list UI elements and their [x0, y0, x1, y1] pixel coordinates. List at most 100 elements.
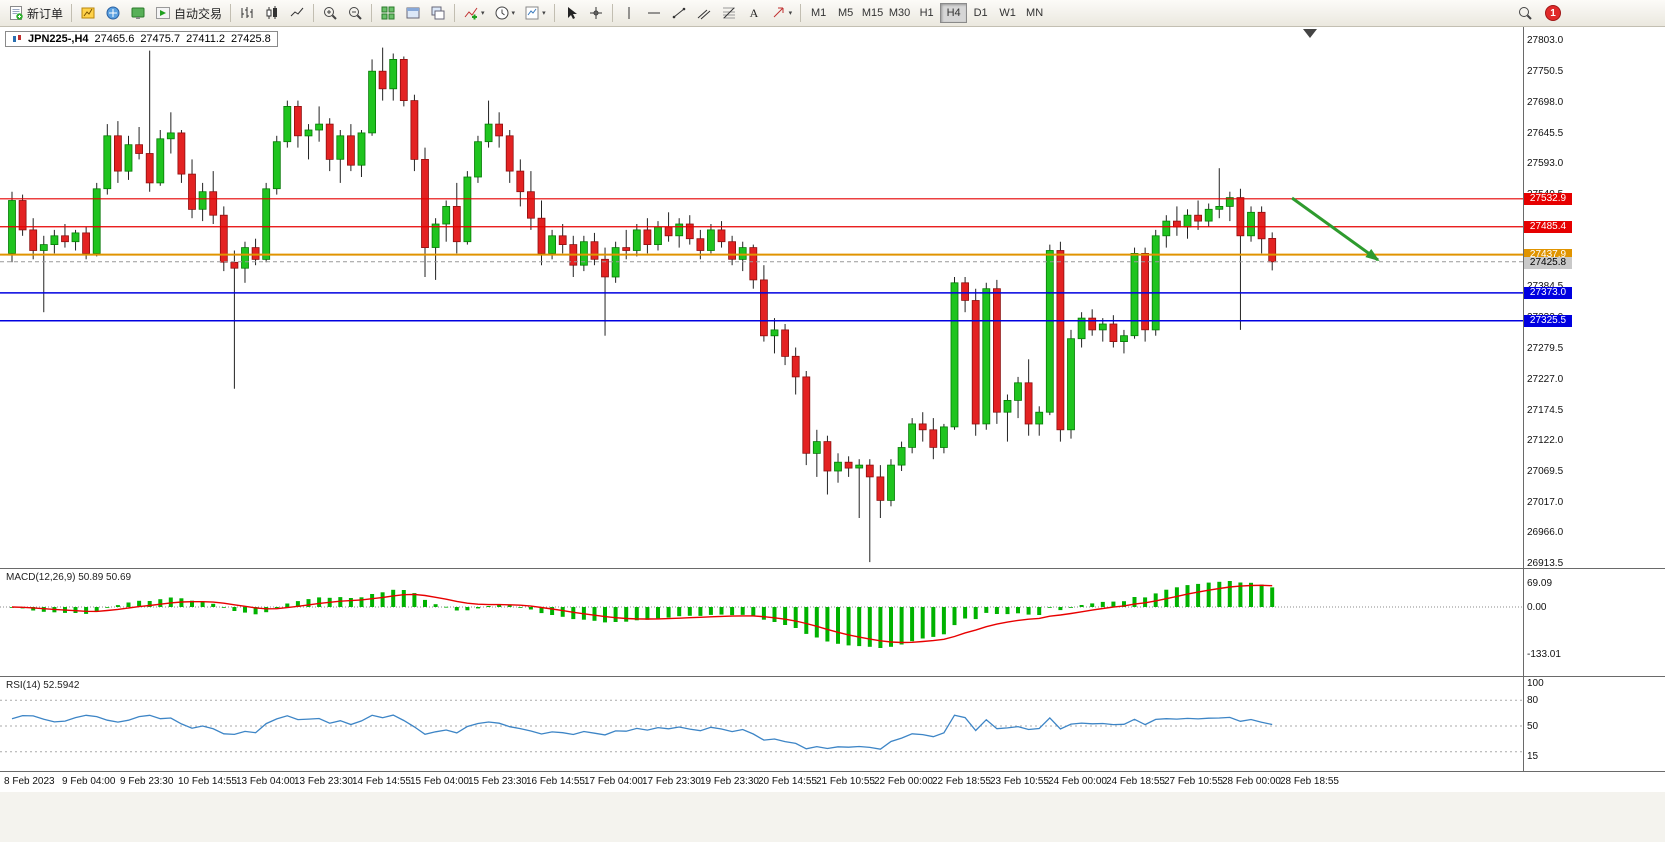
horizontal-line-button[interactable]	[642, 2, 666, 24]
time-axis-label: 27 Feb 10:55	[1164, 776, 1223, 787]
cascade-windows-button[interactable]	[426, 2, 450, 24]
fibonacci-button[interactable]	[717, 2, 741, 24]
time-axis-label: 13 Feb 23:30	[294, 776, 353, 787]
auto-trading-icon	[156, 7, 171, 19]
timeframe-W1[interactable]: W1	[999, 7, 1016, 19]
chevron-down-icon: ▾	[511, 10, 516, 17]
text-icon: A	[749, 6, 758, 20]
toolbar-separator	[230, 4, 232, 22]
ohlc-close: 27425.8	[231, 33, 271, 45]
indicators-button[interactable]: ▾	[459, 2, 489, 24]
cursor-icon	[567, 7, 577, 19]
zoom-out-button[interactable]	[343, 2, 367, 24]
timeframe-M30[interactable]: M30	[888, 7, 911, 19]
time-axis-label: 17 Feb 23:30	[642, 776, 701, 787]
time-axis-label: 22 Feb 18:55	[932, 776, 991, 787]
ohlc-low: 27411.2	[186, 33, 226, 45]
bar-chart-icon	[241, 7, 253, 18]
price-level-badge: 27485.4	[1524, 220, 1572, 233]
line-chart-button[interactable]	[285, 2, 309, 24]
time-axis-label: 20 Feb 14:55	[758, 776, 817, 787]
cursor-button[interactable]	[559, 2, 583, 24]
new-chart-icon	[406, 7, 420, 19]
channel-button[interactable]	[692, 2, 716, 24]
price-axis-label: 27645.5	[1527, 127, 1564, 139]
svg-text:A: A	[749, 6, 758, 20]
toolbar-separator	[553, 4, 555, 22]
chart-symbol-period: JPN225-,H4	[28, 33, 89, 45]
time-axis-label: 21 Feb 10:55	[816, 776, 875, 787]
toolbar-separator	[611, 4, 613, 22]
trendline-icon	[672, 7, 685, 19]
chart-shift-marker[interactable]	[1303, 29, 1317, 38]
panel-separator[interactable]	[0, 771, 1665, 772]
timeframe-M1[interactable]: M1	[810, 7, 827, 19]
arrows-button[interactable]: ▾	[767, 2, 797, 24]
candlestick-chart-button[interactable]	[260, 2, 284, 24]
timeframe-M5[interactable]: M5	[837, 7, 854, 19]
vertical-line-icon	[628, 7, 630, 19]
timeframe-H1[interactable]: H1	[919, 7, 934, 19]
trend-arrow-annotation[interactable]	[1291, 196, 1380, 262]
timeframe-M15[interactable]: M15	[861, 7, 884, 19]
rsi-axis-label: 50	[1527, 721, 1539, 732]
new-order-button[interactable]: 新订单	[4, 2, 67, 24]
price-axis-label: 27593.0	[1527, 158, 1564, 170]
crosshair-button[interactable]	[584, 2, 608, 24]
crosshair-icon	[589, 7, 602, 19]
panel-separator[interactable]	[0, 676, 1665, 677]
new-chart-button[interactable]	[401, 2, 425, 24]
time-axis-label: 22 Feb 00:00	[874, 776, 933, 787]
price-axis-label: 26913.5	[1527, 558, 1564, 569]
toolbar-separator	[313, 4, 315, 22]
toolbar-separator	[800, 4, 802, 22]
auto-trading-button[interactable]: 自动交易	[151, 2, 226, 24]
time-axis-label: 17 Feb 04:00	[584, 776, 643, 787]
main-chart[interactable]	[0, 27, 1665, 568]
price-axis-label: 27017.0	[1527, 497, 1564, 509]
horizontal-line-icon	[647, 12, 660, 14]
bar-chart-button[interactable]	[235, 2, 259, 24]
text-button[interactable]: A	[742, 2, 766, 24]
notification-badge[interactable]: 1	[1545, 5, 1561, 21]
timeframe-MN[interactable]: MN	[1026, 7, 1044, 19]
vertical-line-button[interactable]	[617, 2, 641, 24]
chart-area: JPN225-,H4 27465.6 27475.7 27411.2 27425…	[0, 27, 1665, 792]
price-axis-label: 27384.5	[1527, 281, 1563, 292]
time-axis-label: 24 Feb 00:00	[1048, 776, 1107, 787]
time-axis-label: 16 Feb 14:55	[526, 776, 585, 787]
search-button[interactable]	[1513, 2, 1537, 24]
tile-windows-icon	[381, 6, 395, 20]
market-watch-icon	[81, 7, 95, 19]
terminal-button[interactable]	[126, 2, 150, 24]
clock-icon	[495, 6, 509, 20]
price-axis-label: 27122.0	[1527, 435, 1564, 447]
price-axis-label: 26966.0	[1527, 527, 1564, 539]
trendline-button[interactable]	[667, 2, 691, 24]
periods-button[interactable]: ▾	[490, 2, 520, 24]
macd-label: MACD(12,26,9) 50.89 50.69	[6, 572, 132, 583]
panel-separator[interactable]	[0, 568, 1665, 569]
navigator-button[interactable]	[101, 2, 125, 24]
zoom-in-icon	[324, 7, 337, 20]
timeframe-H4[interactable]: H4	[940, 3, 968, 23]
toolbar-separator	[371, 4, 373, 22]
macd-axis-label: -133.01	[1527, 648, 1561, 660]
toolbar-separator	[454, 4, 456, 22]
timeframe-D1[interactable]: D1	[973, 7, 988, 19]
macd-panel[interactable]	[0, 569, 1665, 676]
zoom-in-button[interactable]	[318, 2, 342, 24]
time-axis-label: 19 Feb 23:30	[700, 776, 759, 787]
chevron-down-icon: ▾	[542, 10, 546, 17]
auto-trading-label: 自动交易	[174, 6, 223, 21]
timeframe-group: M1 M5 M15 M30 H1 H4 D1 W1 MN	[805, 3, 1048, 23]
templates-button[interactable]: ▾	[520, 2, 550, 24]
price-axis-label: 27698.0	[1527, 96, 1564, 108]
rsi-panel[interactable]	[0, 677, 1665, 771]
tile-windows-button[interactable]	[376, 2, 400, 24]
market-watch-button[interactable]	[76, 2, 100, 24]
time-axis-label: 13 Feb 04:00	[236, 776, 295, 787]
chart-icon	[13, 34, 21, 44]
current-price-badge: 27425.8	[1524, 256, 1572, 269]
price-axis-label: 27750.5	[1527, 65, 1564, 77]
